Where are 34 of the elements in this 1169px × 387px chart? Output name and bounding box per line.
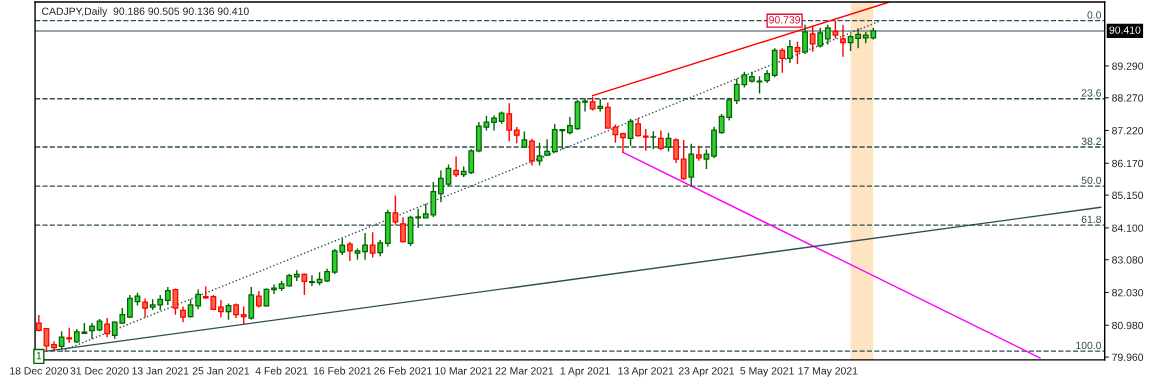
annotation: 90.739 xyxy=(769,16,801,24)
y-tick-label: 79.960 xyxy=(1112,353,1144,361)
x-tick-label: 1 Apr 2021 xyxy=(560,367,610,377)
x-tick-label: 13 Jan 2021 xyxy=(132,367,189,375)
x-tick-label: 17 May 2021 xyxy=(798,367,858,377)
x-tick-label: 13 Apr 2021 xyxy=(618,367,674,377)
annotation: 38.2 xyxy=(1081,137,1101,145)
y-tick-label: 84.100 xyxy=(1112,224,1144,232)
x-tick-label: 31 Dec 2020 xyxy=(70,367,129,375)
chart-title: CADJPY,Daily 90.186 90.505 90.136 90.410 xyxy=(42,7,249,18)
y-tick-label: 85.150 xyxy=(1112,191,1144,199)
annotation: 0.0 xyxy=(1087,11,1102,19)
x-tick-label: 22 Mar 2021 xyxy=(495,367,554,375)
y-tick-label: 88.270 xyxy=(1112,94,1144,102)
ref-line-label: 90.410 xyxy=(1109,26,1141,34)
annotation: 1 xyxy=(36,352,42,360)
annotation: 50.0 xyxy=(1081,176,1102,185)
annotation: 61.8 xyxy=(1081,215,1102,224)
y-tick-label: 89.290 xyxy=(1112,62,1144,70)
x-tick-label: 26 Feb 2021 xyxy=(374,366,432,375)
y-tick-label: 82.030 xyxy=(1112,289,1144,297)
y-tick-label: 83.080 xyxy=(1112,256,1144,264)
x-tick-label: 5 May 2021 xyxy=(740,367,794,377)
y-tick-label: 80.980 xyxy=(1112,321,1144,330)
y-tick-label: 86.170 xyxy=(1112,159,1144,168)
y-tick-label: 87.220 xyxy=(1112,127,1144,135)
annotation: 23.6 xyxy=(1081,89,1102,97)
x-tick-label: 4 Feb 2021 xyxy=(255,366,308,375)
x-tick-label: 25 Jan 2021 xyxy=(192,367,250,375)
annotation: 100.0 xyxy=(1076,341,1102,350)
x-tick-label: 18 Dec 2020 xyxy=(10,367,68,375)
x-tick-label: 23 Apr 2021 xyxy=(678,367,735,377)
x-tick-label: 10 Mar 2021 xyxy=(435,367,493,375)
x-tick-label: 16 Feb 2021 xyxy=(313,366,372,375)
